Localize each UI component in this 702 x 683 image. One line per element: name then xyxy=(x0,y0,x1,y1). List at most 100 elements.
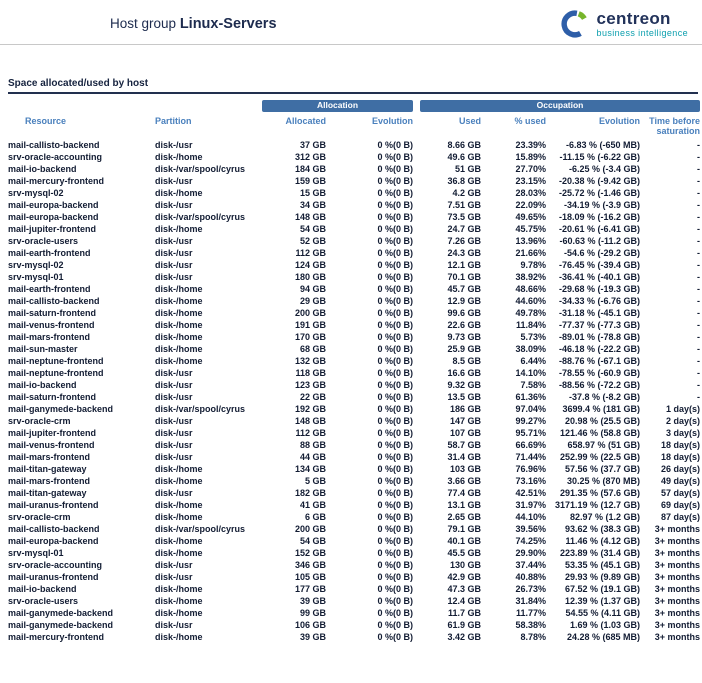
cell-used: 12.1 GB xyxy=(447,260,481,270)
cell-evolution-occupation: -77.37 % (-77.3 GB) xyxy=(558,320,640,330)
cell-evolution-occupation: -76.45 % (-39.4 GB) xyxy=(558,260,640,270)
cell-partition: disk-/usr xyxy=(155,236,193,246)
cell-resource: mail-io-backend xyxy=(8,164,77,174)
cell-allocated: 200 GB xyxy=(294,524,326,534)
cell-used: 31.4 GB xyxy=(447,452,481,462)
brand-tagline: business intelligence xyxy=(596,28,688,38)
cell-allocated: 112 GB xyxy=(295,428,326,438)
cell-partition: disk-/home xyxy=(155,608,203,618)
cell-evolution-allocation: 0 %(0 B) xyxy=(377,332,413,342)
table-row: srv-mysql-02 disk-/usr 124 GB 0 %(0 B) 12.1 … xyxy=(8,259,700,271)
cell-evolution-occupation: 20.98 % (25.5 GB) xyxy=(564,416,640,426)
cell-time-before-saturation: 3+ months xyxy=(654,572,701,582)
cell-used: 24.7 GB xyxy=(447,224,481,234)
cell-pct-used: 95.71% xyxy=(515,428,546,438)
cell-pct-used: 22.09% xyxy=(515,200,546,210)
cell-resource: mail-io-backend xyxy=(8,584,77,594)
cell-partition: disk-/home xyxy=(155,284,203,294)
table-row: srv-mysql-01 disk-/usr 180 GB 0 %(0 B) 70.1 … xyxy=(8,271,700,283)
cell-used: 9.73 GB xyxy=(447,332,481,342)
cell-evolution-occupation: -37.8 % (-8.2 GB) xyxy=(568,392,640,402)
cell-resource: mail-europa-backend xyxy=(8,200,99,210)
cell-partition: disk-/usr xyxy=(155,140,193,150)
cell-allocated: 88 GB xyxy=(299,440,326,450)
cell-resource: mail-jupiter-frontend xyxy=(8,224,96,234)
cell-partition: disk-/usr xyxy=(155,260,193,270)
cell-resource: mail-uranus-frontend xyxy=(8,500,99,510)
cell-used: 7.26 GB xyxy=(447,236,481,246)
section-title: Space allocated/used by host xyxy=(8,78,149,89)
cell-time-before-saturation: 18 day(s) xyxy=(660,452,701,462)
cell-resource: srv-oracle-users xyxy=(8,596,79,606)
cell-resource: mail-venus-frontend xyxy=(8,440,95,450)
cell-resource: mail-callisto-backend xyxy=(8,296,100,306)
cell-resource: mail-mars-frontend xyxy=(8,476,91,486)
cell-partition: disk-/home xyxy=(155,296,203,306)
cell-partition: disk-/usr xyxy=(155,416,193,426)
cell-evolution-occupation: 223.89 % (31.4 GB) xyxy=(559,548,640,558)
cell-pct-used: 97.04% xyxy=(515,404,546,414)
cell-evolution-occupation: -60.63 % (-11.2 GB) xyxy=(559,236,640,246)
table-row: mail-io-backend disk-/usr 123 GB 0 %(0 B) 9.… xyxy=(8,379,700,391)
cell-allocated: 41 GB xyxy=(299,500,326,510)
cell-evolution-occupation: -34.33 % (-6.76 GB) xyxy=(558,296,640,306)
table-row: mail-io-backend disk-/var/spool/cyrus 184 … xyxy=(8,163,700,175)
cell-partition: disk-/home xyxy=(155,584,203,594)
cell-resource: srv-mysql-01 xyxy=(8,548,64,558)
table-row: srv-mysql-02 disk-/home 15 GB 0 %(0 B) 4.2 G… xyxy=(8,187,700,199)
centreon-logo-icon xyxy=(561,10,587,38)
cell-used: 25.9 GB xyxy=(447,344,481,354)
cell-allocated: 22 GB xyxy=(299,392,326,402)
cell-evolution-allocation: 0 %(0 B) xyxy=(377,548,413,558)
cell-evolution-allocation: 0 %(0 B) xyxy=(377,212,413,222)
cell-time-before-saturation: 69 day(s) xyxy=(660,500,701,510)
cell-time-before-saturation: 26 day(s) xyxy=(660,464,701,474)
cell-time-before-saturation: 3+ months xyxy=(654,620,701,630)
cell-allocated: 54 GB xyxy=(299,224,326,234)
page-title-hostgroup: Linux-Servers xyxy=(179,16,277,32)
table-row: mail-jupiter-frontend disk-/home 54 GB 0 %(… xyxy=(8,223,700,235)
cell-pct-used: 61.36% xyxy=(515,392,546,402)
cell-time-before-saturation: - xyxy=(697,236,701,246)
cell-pct-used: 42.51% xyxy=(515,488,546,498)
cell-evolution-allocation: 0 %(0 B) xyxy=(377,452,413,462)
cell-time-before-saturation: - xyxy=(697,392,701,402)
cell-partition: disk-/home xyxy=(155,224,203,234)
cell-evolution-occupation: -46.18 % (-22.2 GB) xyxy=(558,344,640,354)
cell-allocated: 312 GB xyxy=(294,152,326,162)
cell-pct-used: 9.78% xyxy=(520,260,546,270)
cell-evolution-allocation: 0 %(0 B) xyxy=(377,284,413,294)
cell-time-before-saturation: 3+ months xyxy=(654,524,701,534)
cell-evolution-allocation: 0 %(0 B) xyxy=(377,632,413,642)
cell-used: 49.6 GB xyxy=(447,152,481,162)
table-row: mail-venus-frontend disk-/usr 88 GB 0 %(0 B… xyxy=(8,439,700,451)
cell-time-before-saturation: - xyxy=(697,260,701,270)
occupation-group-header: Occupation xyxy=(420,100,701,112)
cell-resource: srv-oracle-accounting xyxy=(8,560,103,570)
cell-evolution-occupation: 30.25 % (870 MB) xyxy=(566,476,640,486)
cell-evolution-occupation: -29.68 % (-19.3 GB) xyxy=(558,284,640,294)
cell-partition: disk-/usr xyxy=(155,200,193,210)
cell-allocated: 39 GB xyxy=(299,596,326,606)
cell-evolution-occupation: -20.38 % (-9.42 GB) xyxy=(558,176,640,186)
cell-pct-used: 49.65% xyxy=(515,212,546,222)
cell-evolution-allocation: 0 %(0 B) xyxy=(377,596,413,606)
cell-evolution-occupation: 82.97 % (1.2 GB) xyxy=(569,512,640,522)
table-row: mail-callisto-backend disk-/usr 37 GB 0 %(0… xyxy=(8,139,700,151)
cell-used: 2.65 GB xyxy=(447,512,481,522)
cell-pct-used: 66.69% xyxy=(515,440,546,450)
cell-time-before-saturation: - xyxy=(697,272,701,282)
cell-pct-used: 74.25% xyxy=(515,536,546,546)
cell-resource: mail-titan-gateway xyxy=(8,464,87,474)
cell-allocated: 124 GB xyxy=(294,260,326,270)
cell-used: 130 GB xyxy=(449,560,481,570)
cell-evolution-allocation: 0 %(0 B) xyxy=(377,584,413,594)
cell-evolution-allocation: 0 %(0 B) xyxy=(377,488,413,498)
cell-used: 47.3 GB xyxy=(447,584,481,594)
cell-time-before-saturation: 3+ months xyxy=(654,560,701,570)
cell-time-before-saturation: - xyxy=(697,284,701,294)
cell-evolution-allocation: 0 %(0 B) xyxy=(377,500,413,510)
cell-pct-used: 23.15% xyxy=(515,176,546,186)
cell-pct-used: 44.10% xyxy=(515,512,546,522)
cell-time-before-saturation: 3+ months xyxy=(654,584,701,594)
